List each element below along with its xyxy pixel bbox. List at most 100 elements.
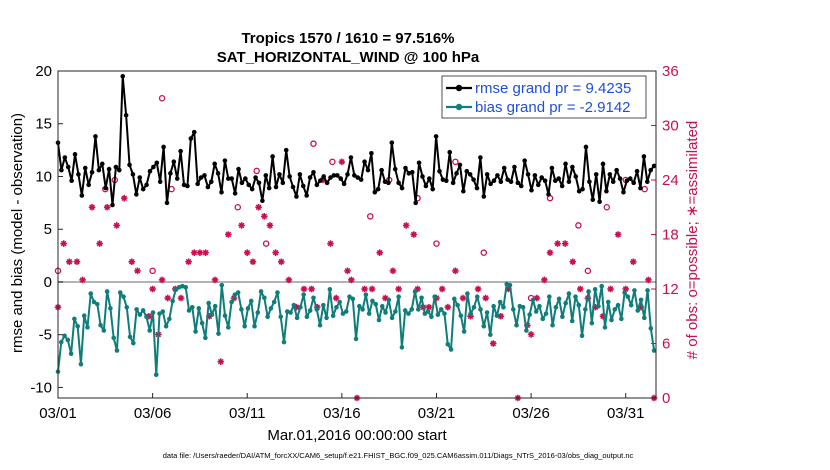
bias-point [193,329,198,334]
bias-point [304,314,310,320]
obs-assimilated-point [561,240,569,247]
obs-assimilated-point [202,249,209,256]
rmse-point [539,175,544,180]
rmse-point [256,180,262,186]
bias-point [337,299,342,305]
bias-point [262,295,267,301]
obs-assimilated-point [73,258,81,266]
bias-point [347,294,352,300]
obs-assimilated-point [614,231,622,238]
rmse-point [648,167,654,173]
bias-point [124,304,130,310]
y2-tick-label: 12 [662,281,679,298]
rmse-point [249,186,255,192]
obs-assimilated-point [145,312,153,320]
rmse-point [471,177,476,182]
rmse-point [467,172,473,177]
rmse-point [246,182,252,188]
rmse-point [307,175,313,180]
bias-point [235,290,241,295]
bias-point [514,322,519,328]
rmse-point [277,172,282,177]
bias-point [108,306,113,311]
bias-point [609,317,614,323]
bias-point [163,323,169,329]
bias-point [212,303,218,309]
obs-assimilated-point [238,222,245,229]
legend-rmse-marker [455,84,463,92]
bias-point [556,296,562,302]
bias-point [147,328,153,333]
rmse-point [341,181,347,187]
rmse-point [317,178,323,184]
bias-point [497,299,503,305]
obs-assimilated-point [113,222,120,229]
obs-assimilated-point [319,176,327,184]
obs-possible-point [603,203,611,211]
bias-point [245,306,251,311]
x-tick-label: 03/11 [229,405,265,422]
rmse-point [147,168,153,174]
rmse-point [587,179,592,185]
bias-point [144,314,149,320]
bias-point [612,307,618,312]
obs-assimilated-point [134,267,141,275]
bias-point [461,329,467,334]
bias-point [435,312,441,317]
rmse-point [372,190,378,195]
bias-point [219,282,225,288]
legend-bias-label: bias grand pr = -2.9142 [475,99,631,116]
bias-point [402,308,408,313]
rmse-point [556,176,562,181]
bias-point [68,351,74,356]
obs-assimilated-point [348,276,355,284]
rmse-point [345,172,350,177]
bias-point [104,289,110,294]
bias-point [379,303,385,309]
bias-point [510,307,516,312]
legend-frame [441,75,647,119]
bias-point [376,317,382,323]
rmse-point [59,167,64,173]
bias-point [324,315,329,321]
bias-point [566,291,572,296]
rmse-point [542,178,548,184]
rmse-point [243,176,248,181]
bias-point [150,310,156,315]
rmse-point [215,171,221,176]
bias-point [589,320,595,326]
bias-point [153,372,159,378]
obs-assimilated-point [467,312,474,320]
obs-assimilated-point [255,203,262,211]
bias-point [58,339,64,345]
rmse-point [222,158,228,163]
plot-frame [57,70,657,399]
bias-point [605,299,611,305]
bias-point [422,311,428,316]
bias-point [563,300,568,306]
bias-point [189,304,195,310]
rmse-point [171,159,177,165]
bias-point [478,307,483,312]
rmse-point [447,149,453,155]
obs-assimilated-point [361,285,368,293]
rmse-point [478,155,483,160]
rmse-point [324,180,330,186]
rmse-point [481,194,487,199]
bias-point [301,292,306,297]
rmse-point [358,177,364,182]
rmse-point [593,172,599,177]
obs-assimilated-point [260,213,268,220]
bias-point [334,304,339,310]
bias-point [468,311,473,316]
bias-point [160,309,166,314]
rmse-point [607,172,613,177]
obs-assimilated-point [190,249,198,256]
obs-assimilated-point [645,276,652,284]
rmse-point [123,113,129,118]
obs-assimilated-point [164,294,172,302]
bias-point [137,312,143,317]
rmse-point [290,184,296,190]
rmse-point [161,144,166,150]
rmse-point [369,150,374,156]
